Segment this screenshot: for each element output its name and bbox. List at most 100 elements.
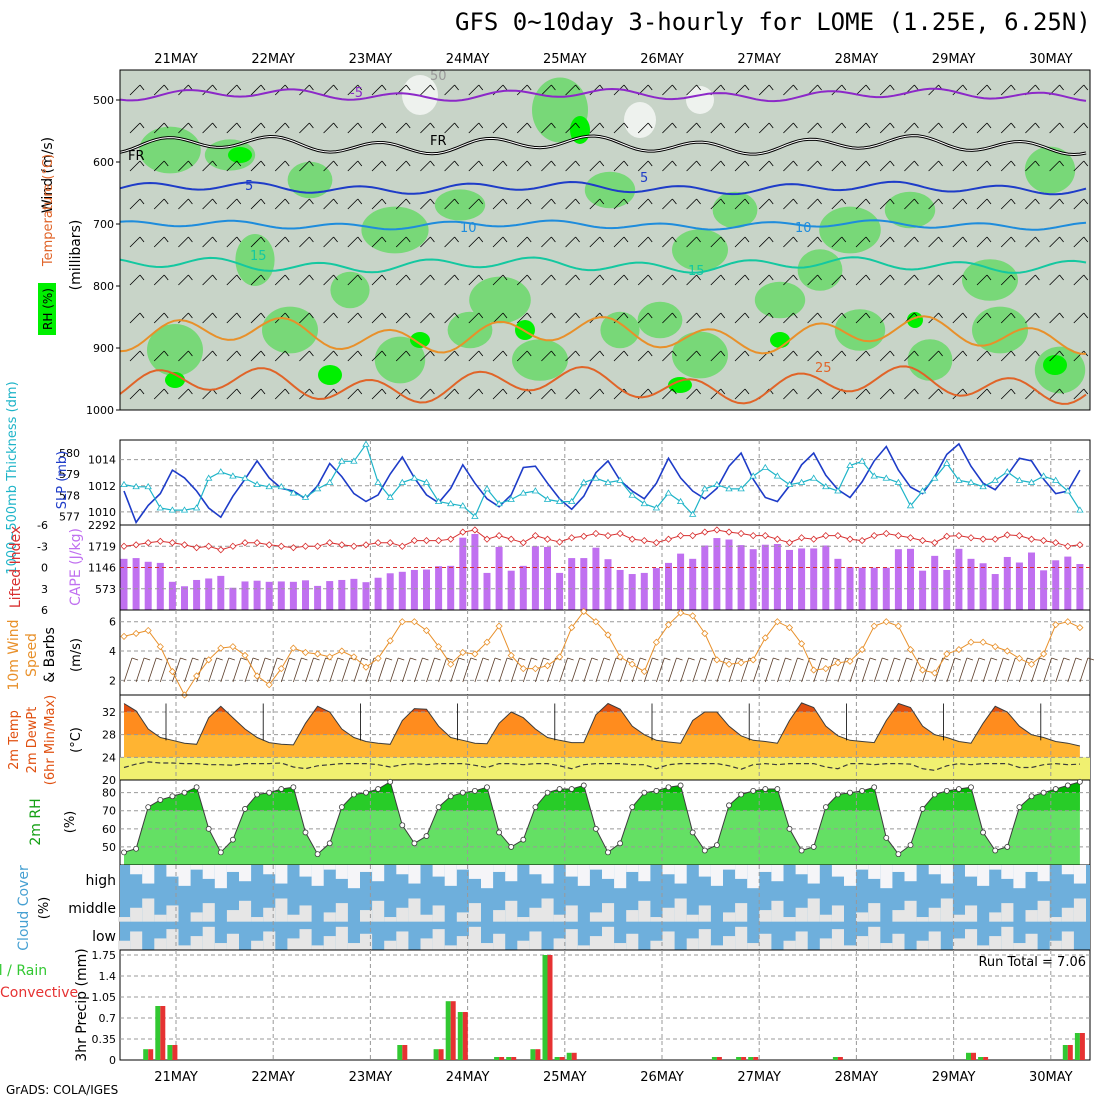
precip-axis-label: 3hr Precip (mm) xyxy=(74,948,90,1061)
rh-high-area xyxy=(1043,355,1067,375)
contour-label: FR xyxy=(128,149,145,164)
wind-barb-feather xyxy=(768,122,774,129)
wind10-barb-feather xyxy=(918,657,925,661)
wind-barb xyxy=(686,312,697,324)
lifted-index-point xyxy=(616,529,624,538)
lifted-tick: 3 xyxy=(41,583,48,596)
cape-bar xyxy=(943,569,951,610)
cloud-clear-bar xyxy=(299,905,312,922)
rh2-point xyxy=(1004,844,1011,850)
wind10-point xyxy=(628,660,636,668)
wind-barb xyxy=(1025,388,1036,400)
rh-mid-area xyxy=(672,229,728,271)
wind-barb xyxy=(371,312,383,324)
date-label-bottom: 27MAY xyxy=(737,1070,781,1085)
cloud-clear-bar xyxy=(892,910,905,922)
precip-total-bar xyxy=(748,1057,754,1060)
wind-barb xyxy=(129,388,141,400)
wind-barb-feather xyxy=(696,388,701,395)
thickness-point xyxy=(664,489,673,496)
wind10-barb-feather xyxy=(652,657,659,661)
wind10-point xyxy=(168,667,176,676)
wind-barb xyxy=(807,236,818,248)
wind10-barb xyxy=(208,657,218,683)
rh2-point xyxy=(992,847,999,854)
cape-max-tick: 2292 xyxy=(88,519,116,532)
cloud-clear-bar xyxy=(940,865,953,884)
wind-barb xyxy=(904,350,915,362)
cloud-clear-bar xyxy=(166,929,179,950)
temp-tick: 32 xyxy=(102,706,116,719)
rh2-point xyxy=(544,789,551,796)
rh2-point xyxy=(847,789,853,796)
wind-barb xyxy=(928,350,939,362)
wind10-point xyxy=(326,653,334,661)
wind10-barb xyxy=(522,657,532,683)
lifted-index-point xyxy=(580,532,588,540)
cloud-clear-bar xyxy=(214,865,227,889)
rh2-point xyxy=(193,784,200,791)
wind-barb xyxy=(468,122,480,134)
rh2-point xyxy=(822,804,829,811)
slp-line xyxy=(123,442,1081,525)
cloud-clear-bar xyxy=(1037,900,1050,922)
wind-barb xyxy=(783,84,794,96)
precip-convective-bar xyxy=(148,1049,154,1060)
wind-barb-feather xyxy=(260,274,266,281)
wind-barb xyxy=(637,350,649,362)
rh-legend-swatch xyxy=(38,283,56,335)
thickness-point xyxy=(265,482,273,490)
wind-barb-feather xyxy=(163,236,169,243)
thickness-point xyxy=(180,506,189,513)
cloud-clear-bar xyxy=(904,865,917,882)
wind-barb-feather xyxy=(502,160,508,167)
temp-tick: 28 xyxy=(102,729,116,742)
wind-barb xyxy=(541,84,552,96)
wind-barb xyxy=(613,274,625,286)
cloud-clear-bar xyxy=(1001,903,1014,922)
lifted-index-point xyxy=(1064,542,1072,550)
thickness-point xyxy=(604,478,612,485)
cloud-clear-bar xyxy=(202,926,215,950)
wind-barb-feather xyxy=(357,274,363,281)
temp-axis-label: 2m Temp xyxy=(7,710,22,770)
wind-barb xyxy=(783,312,794,324)
wind-barb-feather xyxy=(163,84,169,91)
precip-convective-bar xyxy=(462,1012,468,1060)
wind-barb xyxy=(178,198,189,210)
lifted-index-point xyxy=(350,542,358,550)
thickness-point xyxy=(531,487,540,494)
wind-barb-feather xyxy=(454,388,459,395)
wind10-point xyxy=(810,666,818,674)
wind-barb-feather xyxy=(575,350,580,357)
wind-barb xyxy=(1049,312,1060,324)
thickness-point xyxy=(870,472,878,479)
rh-mid-area xyxy=(600,311,640,349)
wind10-barb-feather xyxy=(252,657,260,661)
wind10-barb-feather xyxy=(627,657,635,661)
wind-barb-feather xyxy=(212,84,217,91)
wind-barb-feather xyxy=(333,236,338,243)
wind-barb-feather xyxy=(551,122,556,129)
wind-barb-feather xyxy=(381,388,387,395)
wind-barb xyxy=(274,160,286,172)
rh2-point xyxy=(181,789,188,796)
date-label-top: 28MAY xyxy=(835,52,879,67)
cloud-clear-bar xyxy=(565,865,578,877)
wind-barb-feather xyxy=(865,122,871,129)
wind10-barb-feather xyxy=(1063,657,1070,661)
wind-barb-feather xyxy=(841,160,847,167)
wind-barb-feather xyxy=(1035,312,1040,319)
cape-bar xyxy=(894,549,902,610)
wind-barb xyxy=(952,198,964,210)
wind10-barb-feather xyxy=(1039,657,1046,661)
cape-bar xyxy=(556,572,564,610)
cape-bar xyxy=(604,559,612,610)
rh2-point xyxy=(411,840,418,847)
lifted-index-point xyxy=(253,539,261,547)
wind10-barb-feather xyxy=(216,657,223,661)
wind-barb xyxy=(420,122,431,134)
wind10-barb xyxy=(1043,657,1052,683)
wind-barb xyxy=(783,122,794,134)
rh2-point xyxy=(387,778,394,785)
